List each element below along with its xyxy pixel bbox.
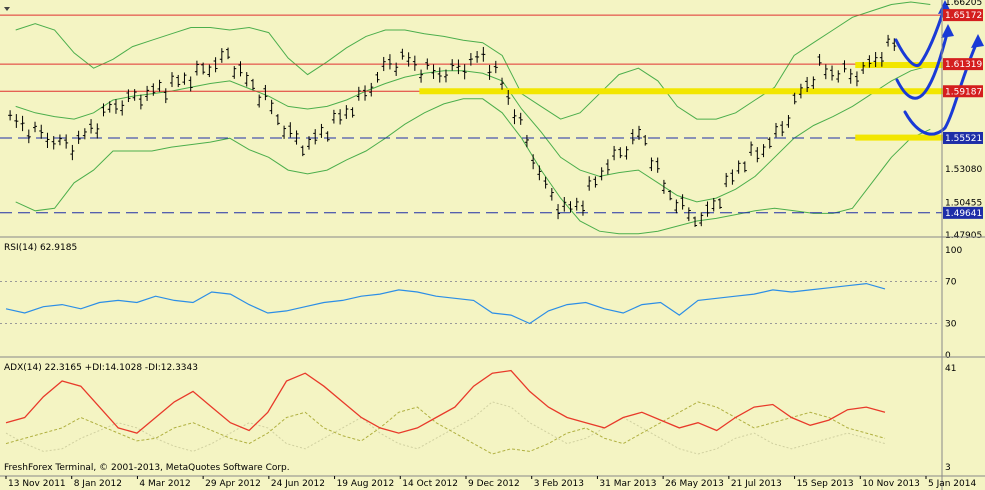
- level-label-text: 1.55521: [945, 134, 982, 144]
- highlight-band-1: [419, 88, 958, 95]
- level-label-box: [943, 58, 983, 71]
- rsi-panel[interactable]: RSI(14) 62.9185 100 70 30 0: [0, 243, 962, 361]
- rsi-title: RSI(14) 62.9185: [4, 243, 77, 253]
- panel-collapse-icon[interactable]: [4, 7, 10, 11]
- price-tick-label: 1.50455: [945, 198, 982, 208]
- highlight-bands: [419, 62, 958, 141]
- level-label-text: 1.65172: [945, 11, 982, 21]
- level-labels: 1.65172 1.61319 1.59187 1.55521 1.49641: [943, 9, 983, 219]
- level-label-box: [943, 9, 983, 22]
- price-bars: [8, 34, 897, 227]
- adx-title: ADX(14) 22.3165 +DI:14.1028 -DI:12.3343: [4, 363, 198, 373]
- adx-lines: [5, 369, 886, 455]
- adx-tick-label: 3: [945, 463, 951, 473]
- level-label-text: 1.59187: [945, 87, 982, 97]
- highlight-band-0: [855, 62, 958, 69]
- level-label-text: 1.61319: [945, 60, 982, 70]
- time-tick-label: 15 Sep 2013: [797, 479, 854, 489]
- rsi-tick-label: 70: [945, 278, 957, 288]
- level-label-box: [943, 131, 983, 144]
- time-tick-label: 29 Apr 2012: [205, 479, 261, 489]
- time-tick-label: 19 Aug 2012: [337, 479, 395, 489]
- time-tick-label: 9 Dec 2012: [468, 479, 520, 489]
- time-tick-label: 26 May 2013: [665, 479, 724, 489]
- price-tick-label: 1.66205: [945, 0, 982, 8]
- adx-series-line: [5, 369, 886, 434]
- rsi-axis: 100 70 30 0: [945, 246, 962, 361]
- time-tick-label: 21 Jul 2013: [731, 479, 782, 489]
- time-tick-label: 4 Mar 2012: [139, 479, 190, 489]
- time-tick-label: 14 Oct 2012: [402, 479, 458, 489]
- time-tick-label: 5 Jan 2014: [928, 479, 976, 489]
- time-tick-label: 8 Jan 2012: [74, 479, 122, 489]
- rsi-levels: [0, 281, 940, 324]
- forecast-arrowhead-1: [941, 24, 954, 38]
- rsi-tick-label: 0: [945, 351, 951, 361]
- bollinger-upper-line: [15, 1, 931, 120]
- time-tick-label: 10 Nov 2013: [862, 479, 920, 489]
- level-label-text: 1.49641: [945, 209, 982, 219]
- adx-panel[interactable]: ADX(14) 22.3165 +DI:14.1028 -DI:12.3343 …: [4, 363, 956, 473]
- rsi-line: [5, 282, 886, 325]
- minus-di-line: [5, 401, 886, 455]
- plus-di-line: [5, 401, 886, 455]
- adx-axis: 41 3: [945, 364, 956, 473]
- price-tick-label: 1.53080: [945, 165, 982, 175]
- forecast-arrow-0: [894, 4, 947, 67]
- level-label-box: [943, 85, 983, 98]
- highlight-band-2: [855, 134, 958, 141]
- rsi-tick-label: 30: [945, 320, 957, 330]
- time-tick-label: 31 Mar 2013: [599, 479, 656, 489]
- bollinger-lower-line: [15, 98, 931, 235]
- time-tick-label: 24 Jun 2012: [271, 479, 325, 489]
- rsi-tick-label: 100: [945, 246, 962, 256]
- time-axis: 13 Nov 2011 8 Jan 2012 4 Mar 2012 29 Apr 20…: [5, 476, 976, 489]
- price-tick-label: 1.47905: [945, 231, 982, 241]
- time-tick-label: 13 Nov 2011: [8, 479, 66, 489]
- adx-tick-label: 41: [945, 364, 956, 374]
- rsi-series-line: [5, 282, 886, 325]
- copyright-text: FreshForex Terminal, © 2001-2013, MetaQu…: [4, 463, 290, 473]
- forecast-arrowhead-2: [971, 34, 984, 48]
- time-tick-label: 3 Feb 2013: [534, 479, 584, 489]
- level-label-box: [943, 206, 983, 219]
- price-axis: 1.66205 1.53080 1.50455 1.47905: [945, 0, 982, 241]
